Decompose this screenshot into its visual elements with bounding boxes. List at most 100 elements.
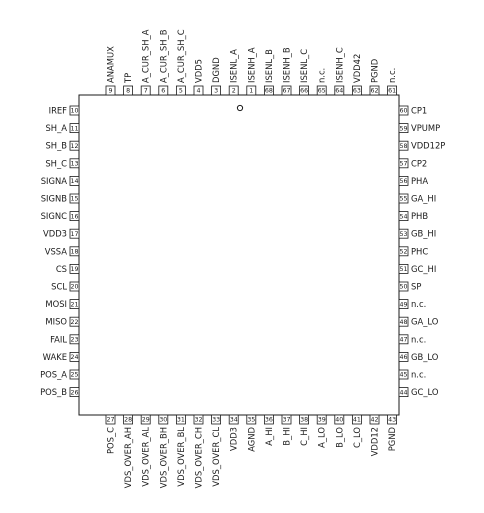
pin-number: 17 — [70, 231, 78, 238]
pin-67: 67 ISENH_B — [281, 47, 292, 96]
pin-box — [387, 85, 398, 96]
pin-box — [69, 246, 80, 257]
pin-6: 6 A_CUR_SH_B — [158, 29, 168, 96]
pin-box — [69, 334, 80, 345]
pin-box — [211, 414, 222, 425]
pin-number: 20 — [70, 284, 78, 291]
pin-name: SP — [411, 282, 421, 292]
pin-box — [398, 369, 409, 380]
pin-32: 32 VDS_OVER_CH — [194, 414, 204, 488]
pin-name: VDD3 — [229, 427, 239, 451]
pin-name: WAKE — [43, 352, 67, 362]
pin-box — [398, 281, 409, 292]
pin-number: 6 — [161, 88, 165, 95]
pin-box — [69, 387, 80, 398]
pin-63: 63 VDD42 — [352, 54, 362, 96]
pin-number: 53 — [399, 231, 407, 238]
pin-number: 8 — [126, 88, 130, 95]
pin-name: SIGNA — [41, 176, 68, 186]
pin-name: GA_LO — [411, 317, 439, 327]
pin-box — [369, 85, 380, 96]
pin-box — [398, 193, 409, 204]
pin-box — [69, 175, 80, 186]
pin-box — [246, 414, 257, 425]
pin-name: A_CUR_SH_B — [158, 29, 168, 83]
pin-number: 58 — [399, 143, 407, 150]
pin-number: 22 — [70, 319, 78, 326]
pin-43: 43 PGND — [387, 414, 397, 451]
pin-name: AGND — [246, 427, 256, 452]
pin-name: ISENH_C — [334, 47, 344, 83]
pin-59: 59 VPUMP — [398, 123, 440, 133]
pin-name: VDD42 — [352, 54, 362, 83]
pin-box — [69, 105, 80, 116]
pin-box — [398, 299, 409, 310]
pin-box — [281, 85, 292, 96]
pin-box — [398, 228, 409, 239]
pin-name: B_HI — [282, 427, 292, 446]
pin-number: 44 — [399, 389, 407, 396]
pin-33: 33 VDS_OVER_CL — [211, 414, 222, 487]
pin-name: FAIL — [50, 334, 67, 344]
pin-name: PHC — [411, 246, 428, 256]
pin-number: 63 — [353, 88, 361, 95]
pin-box — [158, 414, 169, 425]
pin-number: 66 — [300, 88, 308, 95]
pin-box — [398, 387, 409, 398]
pin-number: 43 — [388, 417, 396, 424]
pin-number: 51 — [399, 266, 407, 273]
pin-5: 5 A_CUR_SH_C — [175, 29, 186, 96]
pin-number: 65 — [318, 88, 326, 95]
pin-box — [193, 85, 204, 96]
pin-61: 61 n.c. — [387, 68, 398, 96]
pin-number: 29 — [142, 417, 150, 424]
pin-name: SH_B — [45, 141, 67, 151]
pin-number: 36 — [265, 417, 273, 424]
pin-name: PGND — [387, 427, 397, 451]
pin-number: 21 — [70, 301, 78, 308]
pin-box — [398, 158, 409, 169]
pin-box — [69, 316, 80, 327]
pin-number: 62 — [370, 88, 378, 95]
pin-2: 2 ISENL_A — [229, 49, 239, 96]
pin-number: 5 — [179, 88, 183, 95]
pin-name: C_HI — [299, 427, 309, 446]
pin-number: 41 — [353, 417, 361, 424]
pin-number: 4 — [196, 88, 200, 95]
pin-box — [398, 175, 409, 186]
pin-name: VDD12P — [411, 141, 445, 151]
pin-name: POS_A — [40, 370, 67, 380]
pin-box — [69, 140, 80, 151]
pin-name: A_HI — [264, 427, 274, 446]
pin-62: 62 PGND — [369, 59, 380, 96]
pin-box — [228, 414, 239, 425]
pin-31: 31 VDS_OVER_BL — [176, 414, 186, 487]
pin-27: 27 POS_C — [106, 414, 116, 454]
pin-box — [69, 263, 80, 274]
pin-68: 68 ISENL_B — [264, 49, 274, 96]
pin-name: ISENL_A — [229, 49, 239, 83]
pin-box — [69, 369, 80, 380]
pin-name: VPUMP — [411, 123, 440, 133]
pin-box — [175, 85, 186, 96]
pin-50: 50 SP — [398, 281, 421, 292]
pin-name: VDS_OVER_BH — [158, 427, 168, 488]
pin-name: n.c. — [411, 334, 426, 344]
pin-box — [398, 246, 409, 257]
pin-box — [369, 414, 380, 425]
pin-name: GB_HI — [411, 229, 436, 239]
pin-66: 66 ISENL_C — [299, 49, 309, 96]
pin-number: 64 — [335, 88, 343, 95]
pin-number: 46 — [399, 354, 407, 361]
pin-number: 27 — [106, 417, 114, 424]
pin-38: 38 C_HI — [299, 414, 309, 446]
